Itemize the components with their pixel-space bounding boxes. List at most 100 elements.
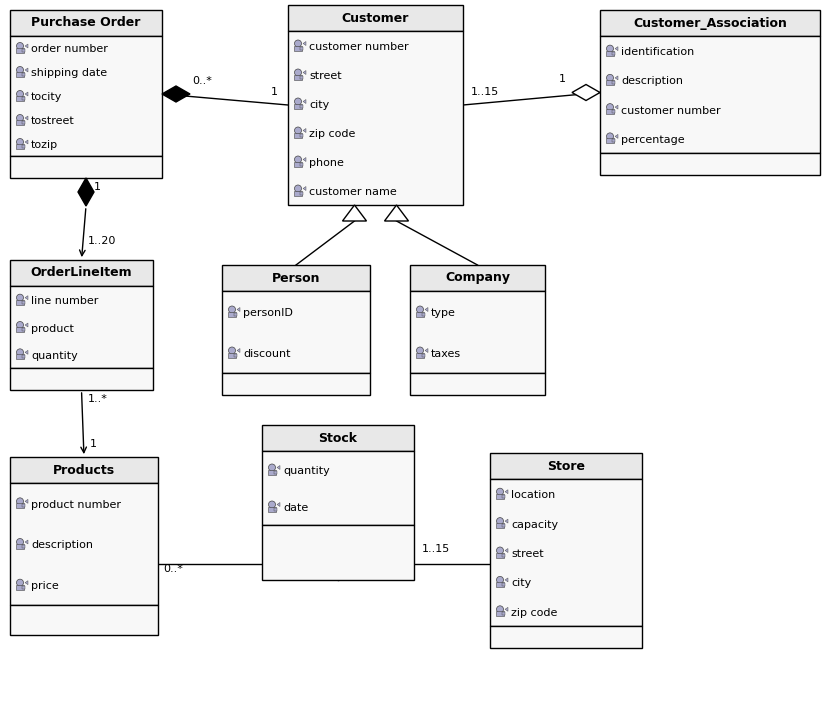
Bar xyxy=(16,544,24,549)
Circle shape xyxy=(607,45,613,52)
Bar xyxy=(300,134,303,137)
Bar xyxy=(22,121,25,124)
Bar xyxy=(16,96,24,101)
Polygon shape xyxy=(25,499,28,503)
Bar xyxy=(22,97,25,100)
Text: discount: discount xyxy=(243,349,290,359)
Polygon shape xyxy=(425,348,428,353)
Bar xyxy=(496,552,504,557)
Bar xyxy=(10,605,158,635)
Text: taxes: taxes xyxy=(431,349,461,359)
Bar xyxy=(10,368,153,390)
Bar xyxy=(262,525,414,580)
Polygon shape xyxy=(505,519,508,523)
Circle shape xyxy=(607,74,613,81)
Bar xyxy=(22,145,25,148)
Text: personID: personID xyxy=(243,308,293,318)
Circle shape xyxy=(295,127,301,134)
Bar xyxy=(262,451,414,525)
Bar xyxy=(490,479,642,626)
Circle shape xyxy=(417,347,423,354)
Bar xyxy=(16,299,24,304)
Text: city: city xyxy=(309,100,329,110)
Bar xyxy=(10,156,162,178)
Bar xyxy=(294,190,302,195)
Circle shape xyxy=(229,347,235,354)
Bar xyxy=(502,612,505,615)
Bar xyxy=(502,495,505,498)
Bar xyxy=(268,469,276,474)
Bar xyxy=(502,524,505,527)
Circle shape xyxy=(417,306,423,313)
Bar xyxy=(606,138,614,144)
Text: tozip: tozip xyxy=(31,140,58,151)
Text: 0..*: 0..* xyxy=(192,76,212,86)
Text: customer name: customer name xyxy=(309,187,397,197)
Bar xyxy=(496,523,504,528)
Bar xyxy=(16,327,24,332)
Bar xyxy=(416,353,424,358)
Circle shape xyxy=(607,103,613,110)
Polygon shape xyxy=(237,348,240,353)
Polygon shape xyxy=(25,92,28,96)
Text: customer number: customer number xyxy=(309,42,409,52)
Bar xyxy=(10,457,158,483)
Bar xyxy=(22,545,25,548)
Circle shape xyxy=(17,539,23,545)
Polygon shape xyxy=(615,47,618,51)
Polygon shape xyxy=(505,607,508,611)
Polygon shape xyxy=(25,44,28,48)
Circle shape xyxy=(607,133,613,140)
Text: order number: order number xyxy=(31,45,108,55)
Bar xyxy=(300,105,303,108)
Polygon shape xyxy=(303,42,306,45)
Circle shape xyxy=(17,42,23,50)
Bar xyxy=(294,45,302,50)
Polygon shape xyxy=(25,68,28,72)
Bar xyxy=(228,312,236,316)
Text: customer number: customer number xyxy=(621,105,721,115)
Circle shape xyxy=(17,67,23,74)
Polygon shape xyxy=(615,135,618,138)
Circle shape xyxy=(295,185,301,192)
Text: tostreet: tostreet xyxy=(31,117,75,127)
Bar xyxy=(300,163,303,166)
Text: Customer_Association: Customer_Association xyxy=(633,16,787,30)
Bar xyxy=(288,5,463,31)
Polygon shape xyxy=(78,178,94,206)
Text: product number: product number xyxy=(31,500,121,510)
Polygon shape xyxy=(303,157,306,161)
Bar xyxy=(606,51,614,56)
Text: 1: 1 xyxy=(90,439,97,449)
Bar xyxy=(222,291,370,373)
Circle shape xyxy=(497,518,503,525)
Bar xyxy=(10,36,162,156)
Circle shape xyxy=(17,294,23,301)
Bar xyxy=(16,48,24,53)
Polygon shape xyxy=(25,323,28,327)
Text: 1..*: 1..* xyxy=(87,394,107,404)
Text: city: city xyxy=(511,578,532,588)
Text: type: type xyxy=(431,308,456,318)
Circle shape xyxy=(497,547,503,554)
Circle shape xyxy=(269,464,275,471)
Bar xyxy=(606,109,614,114)
Bar xyxy=(600,153,820,175)
Bar xyxy=(22,328,25,331)
Polygon shape xyxy=(303,71,306,74)
Bar xyxy=(262,425,414,451)
Polygon shape xyxy=(384,205,409,221)
Bar xyxy=(490,626,642,648)
Text: street: street xyxy=(511,549,543,559)
Bar xyxy=(222,373,370,395)
Circle shape xyxy=(295,40,301,47)
Bar xyxy=(496,611,504,616)
Text: line number: line number xyxy=(31,296,98,306)
Polygon shape xyxy=(505,490,508,493)
Polygon shape xyxy=(505,578,508,582)
Bar xyxy=(502,554,505,556)
Bar xyxy=(22,301,25,304)
Text: street: street xyxy=(309,71,342,81)
Bar xyxy=(410,291,545,373)
Bar xyxy=(228,353,236,358)
